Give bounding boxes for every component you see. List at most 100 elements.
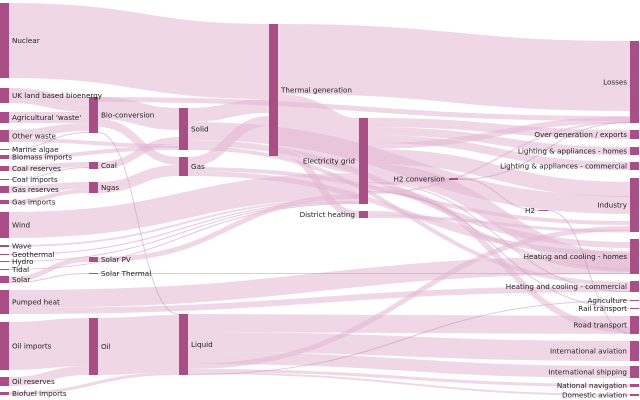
node-label: Bio-conversion xyxy=(101,111,154,120)
flow-link xyxy=(367,135,631,170)
node-bar xyxy=(0,186,9,193)
node-bar xyxy=(0,130,9,142)
node-national-nav xyxy=(630,384,639,387)
node-road xyxy=(630,316,639,334)
node-label: Liquid xyxy=(191,340,213,349)
flow-link xyxy=(367,182,631,292)
node-bar xyxy=(630,281,639,292)
node-agri-waste xyxy=(0,112,9,123)
flow-link xyxy=(8,203,360,270)
node-bar xyxy=(0,88,9,103)
node-label: Nuclear xyxy=(12,36,40,45)
node-bar xyxy=(0,155,9,159)
flow-link xyxy=(367,121,631,194)
node-label: Geothermal xyxy=(12,250,54,259)
node-hc-commercial xyxy=(630,281,639,292)
node-label: H2 xyxy=(525,206,535,215)
flow-link xyxy=(276,94,361,173)
node-bar xyxy=(630,147,639,155)
sankey-labels: Nuclear UK land based bioenergy Agricultur… xyxy=(11,36,628,400)
flow-link xyxy=(8,189,90,204)
flow-link xyxy=(277,24,631,111)
node-label: Lighting & appliances - commercial xyxy=(500,162,627,171)
node-label: Solar xyxy=(12,275,30,284)
flow-link xyxy=(187,116,270,167)
node-other-waste xyxy=(0,130,9,142)
node-marine-algae xyxy=(0,149,9,150)
flow-link xyxy=(97,315,180,375)
node-label: Thermal generation xyxy=(280,86,352,95)
flow-link xyxy=(8,366,90,386)
node-bar xyxy=(630,341,639,361)
flow-link xyxy=(8,162,90,171)
node-label: District heating xyxy=(300,210,355,219)
flow-link xyxy=(97,137,180,169)
node-solar-pv xyxy=(89,257,98,262)
node-bar xyxy=(89,97,98,133)
node-bar xyxy=(0,261,9,262)
node-intl-aviation xyxy=(630,341,639,361)
flow-link xyxy=(8,372,180,395)
flow-link xyxy=(97,165,180,193)
flow-link xyxy=(367,215,631,233)
node-bar xyxy=(0,269,9,270)
node-bar xyxy=(630,162,639,170)
flow-link xyxy=(8,318,90,370)
node-ngas xyxy=(89,182,98,193)
node-label: Road transport xyxy=(573,321,627,330)
node-bar xyxy=(0,245,9,247)
flow-link xyxy=(8,167,90,180)
node-wave xyxy=(0,245,9,247)
node-agriculture xyxy=(630,300,639,301)
flow-link xyxy=(187,372,631,396)
flow-link xyxy=(187,99,270,122)
node-tidal xyxy=(0,269,9,270)
node-bar xyxy=(359,211,368,218)
node-solar xyxy=(0,276,9,283)
node-wind xyxy=(0,212,9,238)
node-solid xyxy=(179,108,188,150)
node-bar xyxy=(630,41,639,123)
flow-link xyxy=(277,149,360,218)
flow-link xyxy=(8,123,90,138)
node-electricity-grid xyxy=(359,118,368,204)
flow-link xyxy=(8,273,90,283)
node-label: Tidal xyxy=(11,265,29,274)
node-bar xyxy=(89,273,98,274)
node-label: Solid xyxy=(191,125,209,134)
node-label: Domestic aviation xyxy=(562,391,627,400)
node-district-heating xyxy=(359,211,368,218)
node-la-homes xyxy=(630,147,639,155)
node-label: UK land based bioenergy xyxy=(12,91,103,100)
node-bar xyxy=(0,377,9,386)
node-bar xyxy=(630,308,639,309)
node-label: Agricultural 'waste' xyxy=(12,113,81,122)
node-bar xyxy=(0,254,9,255)
flow-link xyxy=(97,194,360,262)
node-biofuel-imports xyxy=(0,392,9,395)
node-pumped-heat xyxy=(0,290,9,314)
flow-link xyxy=(8,286,631,314)
node-h2 xyxy=(539,210,548,211)
flow-link xyxy=(367,149,631,197)
node-bar xyxy=(269,24,278,156)
flow-link xyxy=(8,3,270,99)
flow-link xyxy=(97,119,180,165)
node-label: Electricity grid xyxy=(303,157,355,166)
node-bar xyxy=(0,179,9,180)
node-label: Heating and cooling - homes xyxy=(524,252,628,261)
node-label: Losses xyxy=(603,78,627,87)
node-label: International aviation xyxy=(550,347,627,356)
node-label: Industry xyxy=(597,201,627,210)
flow-link xyxy=(8,173,360,238)
node-bar xyxy=(0,322,9,370)
node-losses xyxy=(630,41,639,123)
node-label: Lighting & appliances - homes xyxy=(518,147,627,156)
node-oil-imports xyxy=(0,322,9,370)
node-label: Over generation / exports xyxy=(534,130,627,139)
node-bar xyxy=(0,276,9,283)
node-bar xyxy=(630,130,639,139)
flow-link xyxy=(367,164,631,271)
node-label: Agriculture xyxy=(587,296,627,305)
node-label: National navigation xyxy=(557,381,627,390)
